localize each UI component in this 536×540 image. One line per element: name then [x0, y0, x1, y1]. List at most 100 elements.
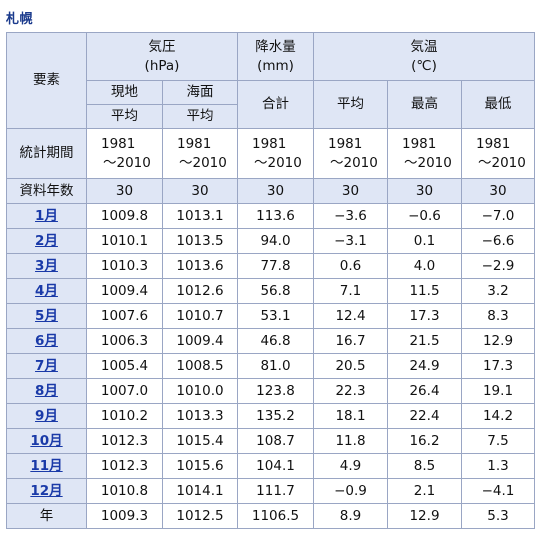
table-cell: 4.0: [387, 253, 462, 279]
month-link[interactable]: 4月: [35, 282, 58, 299]
table-cell: 108.7: [237, 428, 314, 454]
table-cell: −3.1: [313, 228, 388, 254]
table-row: 12月 1010.8 1014.1 111.7 −0.9 2.1 −4.1: [6, 478, 536, 504]
period-cell: 1981 ～2010: [460, 128, 536, 179]
period-end: ～2010: [330, 154, 378, 171]
table-row: 9月 1010.2 1013.3 135.2 18.1 22.4 14.2: [6, 403, 536, 429]
table-cell: 111.7: [237, 478, 314, 504]
table-row: 5月 1007.6 1010.7 53.1 12.4 17.3 8.3: [6, 303, 536, 329]
table-cell: 1015.4: [162, 428, 238, 454]
table-cell: 0.1: [387, 228, 462, 254]
month-link[interactable]: 12月: [30, 482, 63, 499]
table-cell: 1009.4: [86, 278, 163, 304]
table-cell: 46.8: [237, 328, 314, 354]
table-cell: 77.8: [237, 253, 314, 279]
table-cell: 5.3: [460, 503, 536, 529]
period-label: 統計期間: [6, 128, 87, 179]
header-temp-unit: (℃): [411, 57, 437, 74]
table-cell: 1009.4: [162, 328, 238, 354]
table-cell: 4.9: [313, 453, 388, 479]
header-pressure-unit: (hPa): [144, 57, 180, 74]
table-cell: 22.3: [313, 378, 388, 404]
table-row: 6月 1006.3 1009.4 46.8 16.7 21.5 12.9: [6, 328, 536, 354]
month-link[interactable]: 11月: [30, 457, 63, 474]
month-link[interactable]: 7月: [35, 357, 58, 374]
table-cell: 22.4: [387, 403, 462, 429]
table-cell: 20.5: [313, 353, 388, 379]
table-cell: 8.3: [460, 303, 536, 329]
period-cell: 1981 ～2010: [387, 128, 462, 179]
table-cell: 2.1: [387, 478, 462, 504]
table-cell: −0.6: [387, 203, 462, 229]
header-precip: 降水量 (mm): [237, 32, 314, 81]
period-end: ～2010: [478, 154, 526, 171]
table-cell: 1005.4: [86, 353, 163, 379]
period-cell: 1981 ～2010: [237, 128, 314, 179]
climate-table: 要素 気圧 (hPa) 降水量 (mm) 気温 (℃) 現地 海面 合計 平均 …: [6, 32, 536, 529]
table-cell: 1010.3: [86, 253, 163, 279]
table-cell: 16.7: [313, 328, 388, 354]
month-link[interactable]: 1月: [35, 207, 58, 224]
table-cell: 113.6: [237, 203, 314, 229]
table-cell: 1009.8: [86, 203, 163, 229]
page-title: 札幌: [6, 12, 34, 27]
table-cell: 16.2: [387, 428, 462, 454]
header-station-avg: 平均: [86, 104, 163, 129]
table-cell: 123.8: [237, 378, 314, 404]
month-link[interactable]: 10月: [30, 432, 63, 449]
table-cell: 81.0: [237, 353, 314, 379]
table-cell: −0.9: [313, 478, 388, 504]
table-cell: 12.9: [387, 503, 462, 529]
month-link[interactable]: 3月: [35, 257, 58, 274]
month-link[interactable]: 9月: [35, 407, 58, 424]
table-cell: 11.8: [313, 428, 388, 454]
years-value: 30: [313, 178, 388, 204]
table-cell: 17.3: [387, 303, 462, 329]
header-min: 最低: [460, 80, 536, 129]
years-value: 30: [86, 178, 163, 204]
table-cell: 1010.0: [162, 378, 238, 404]
table-cell: 1009.3: [86, 503, 163, 529]
table-cell: 1106.5: [237, 503, 314, 529]
table-cell: 135.2: [237, 403, 314, 429]
table-cell: 24.9: [387, 353, 462, 379]
period-end: ～2010: [103, 154, 151, 171]
header-precip-unit: (mm): [257, 57, 294, 74]
month-link[interactable]: 8月: [35, 382, 58, 399]
table-cell: 1013.5: [162, 228, 238, 254]
table-cell: 1012.6: [162, 278, 238, 304]
table-row: 11月 1012.3 1015.6 104.1 4.9 8.5 1.3: [6, 453, 536, 479]
header-temp: 気温 (℃): [312, 32, 536, 81]
month-link[interactable]: 6月: [35, 332, 58, 349]
table-cell: 1012.3: [86, 428, 163, 454]
table-cell: 14.2: [460, 403, 536, 429]
month-link[interactable]: 2月: [35, 232, 58, 249]
table-cell: −4.1: [460, 478, 536, 504]
header-precip-label: 降水量: [255, 39, 296, 56]
table-row: 7月 1005.4 1008.5 81.0 20.5 24.9 17.3: [6, 353, 536, 379]
period-start: 1981: [101, 136, 136, 153]
table-cell: 1013.3: [162, 403, 238, 429]
table-cell: 1012.5: [162, 503, 238, 529]
table-row: 2月 1010.1 1013.5 94.0 −3.1 0.1 −6.6: [6, 228, 536, 254]
header-temp-label: 気温: [410, 39, 438, 56]
header-total: 合計: [237, 80, 314, 129]
header-element: 要素: [6, 32, 87, 129]
table-cell: 12.4: [313, 303, 388, 329]
table-cell: 0.6: [313, 253, 388, 279]
table-cell: 11.5: [387, 278, 462, 304]
header-max: 最高: [387, 80, 462, 129]
table-cell: 1010.8: [86, 478, 163, 504]
table-cell: 1010.2: [86, 403, 163, 429]
table-cell: 21.5: [387, 328, 462, 354]
table-row: 3月 1010.3 1013.6 77.8 0.6 4.0 −2.9: [6, 253, 536, 279]
table-cell: 1008.5: [162, 353, 238, 379]
table-cell: 1013.1: [162, 203, 238, 229]
table-cell: 1006.3: [86, 328, 163, 354]
month-link[interactable]: 5月: [35, 307, 58, 324]
header-pressure-label: 気圧: [148, 39, 176, 56]
years-row: 資料年数 30 30 30 30 30 30: [6, 178, 536, 204]
years-value: 30: [162, 178, 238, 204]
header-sea-avg: 平均: [162, 104, 238, 129]
table-cell: 7.1: [313, 278, 388, 304]
